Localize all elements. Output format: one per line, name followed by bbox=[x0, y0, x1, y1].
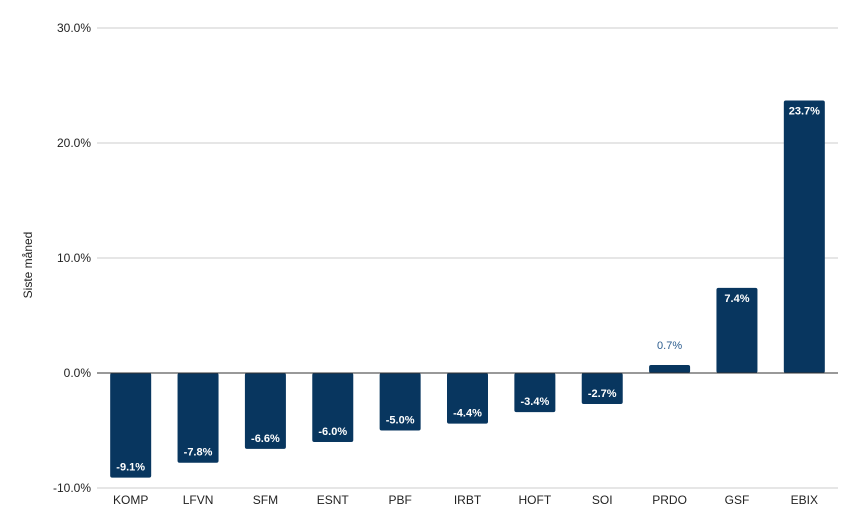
x-tick-label: LFVN bbox=[183, 493, 214, 507]
bar-soi bbox=[581, 373, 623, 405]
x-tick-label: EBIX bbox=[791, 493, 818, 507]
data-label: -5.0% bbox=[386, 415, 415, 427]
y-axis-label: Siste måned bbox=[21, 232, 35, 299]
bar-esnt bbox=[312, 373, 354, 442]
x-tick-label: KOMP bbox=[113, 493, 148, 507]
bar-irbt bbox=[447, 373, 488, 424]
bar-hoft bbox=[514, 373, 556, 413]
bar-pbf bbox=[379, 373, 421, 431]
x-tick-label: ESNT bbox=[317, 493, 350, 507]
data-label: 23.7% bbox=[789, 105, 820, 117]
y-tick-label: 20.0% bbox=[57, 136, 91, 150]
x-tick-label: PRDO bbox=[652, 493, 687, 507]
x-tick-label: SOI bbox=[592, 493, 613, 507]
y-tick-label: 10.0% bbox=[57, 251, 91, 265]
bar-prdo bbox=[649, 364, 691, 373]
bars bbox=[110, 100, 825, 478]
data-label: -6.6% bbox=[251, 433, 280, 445]
data-label: -4.4% bbox=[453, 408, 482, 420]
x-tick-label: HOFT bbox=[519, 493, 552, 507]
bar-komp bbox=[110, 373, 152, 478]
bar-ebix bbox=[783, 100, 825, 373]
x-tick-label: SFM bbox=[253, 493, 278, 507]
x-tick-label: PBF bbox=[388, 493, 411, 507]
data-labels: -9.1% -7.8% -6.6% -6.0% -5.0% -4.4% -3.4% -2.7%… bbox=[116, 105, 820, 473]
x-tick-label: GSF bbox=[725, 493, 750, 507]
y-tick-label: 0.0% bbox=[64, 366, 92, 380]
x-axis-ticks: KOMP LFVN SFM ESNT PBF IRBT HOFT SOI PRDO GSF EBIX bbox=[113, 493, 818, 507]
data-label: -6.0% bbox=[318, 426, 347, 438]
bar-sfm bbox=[244, 373, 286, 449]
data-label: -3.4% bbox=[520, 396, 549, 408]
data-label: 0.7% bbox=[657, 340, 682, 352]
data-label: -9.1% bbox=[116, 462, 145, 474]
data-label: 7.4% bbox=[724, 293, 749, 305]
y-axis-ticks: -10.0% 0.0% 10.0% 20.0% 30.0% bbox=[53, 21, 91, 495]
y-tick-label: 30.0% bbox=[57, 21, 91, 35]
data-label: -7.8% bbox=[184, 447, 213, 459]
data-label: -2.7% bbox=[588, 388, 617, 400]
y-tick-label: -10.0% bbox=[53, 481, 91, 495]
x-tick-label: IRBT bbox=[454, 493, 482, 507]
bar-lfvn bbox=[177, 373, 219, 463]
bar-gsf bbox=[716, 287, 758, 373]
gridlines bbox=[97, 27, 838, 489]
